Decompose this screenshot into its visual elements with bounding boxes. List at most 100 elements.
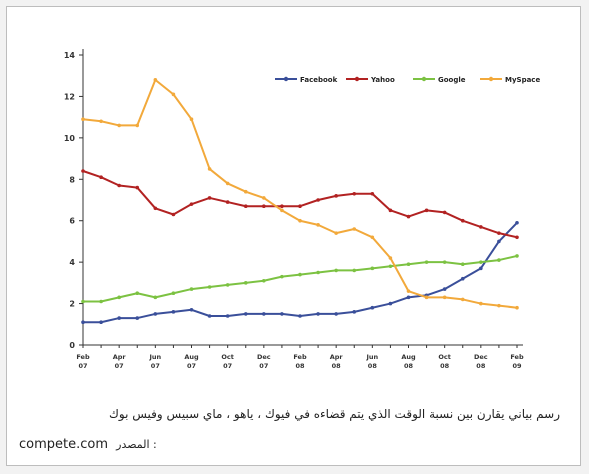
yahoo-point (280, 204, 284, 209)
facebook-point (298, 314, 302, 318)
myspace-point (460, 297, 465, 302)
x-tick-label: 07 (259, 362, 268, 370)
x-tick-label: Oct (438, 353, 451, 361)
google-line (83, 254, 518, 303)
yahoo-point (334, 194, 338, 198)
google-point (135, 291, 140, 296)
yahoo-point (117, 183, 121, 188)
yahoo-point (388, 208, 393, 213)
yahoo-point (515, 235, 519, 240)
x-tick-label: 08 (476, 362, 486, 370)
myspace-point (515, 305, 519, 310)
myspace-point (207, 167, 212, 171)
chart-ticks: 02468101214Feb07Apr07Jun07Aug07Oct07Dec0… (64, 51, 524, 370)
yahoo-point (189, 202, 194, 206)
facebook-point (207, 314, 212, 318)
myspace-point (135, 123, 140, 128)
myspace-point (370, 235, 375, 240)
facebook-point (135, 316, 140, 320)
myspace-point (497, 303, 501, 308)
facebook-point (280, 312, 284, 316)
google-legend-label: Google (438, 76, 466, 84)
x-tick-label: 08 (404, 362, 414, 370)
facebook-point (153, 312, 158, 316)
yahoo-point (479, 225, 483, 229)
facebook-point (334, 312, 338, 316)
x-tick-label: 07 (78, 362, 87, 370)
yahoo-point (370, 191, 375, 196)
myspace-point (298, 218, 302, 223)
x-tick-label: 08 (368, 362, 378, 370)
myspace-point (171, 92, 176, 97)
myspace-point (406, 289, 411, 293)
y-tick-label: 4 (69, 258, 75, 267)
myspace-point (99, 119, 103, 124)
y-tick-label: 10 (64, 134, 76, 143)
google-point (225, 283, 230, 287)
google-point (479, 260, 483, 264)
x-tick-label: 08 (295, 362, 305, 370)
google-point (406, 262, 411, 267)
google-point (81, 299, 85, 304)
facebook-point (225, 314, 230, 318)
google-point (316, 270, 320, 275)
myspace-point (189, 117, 194, 122)
yahoo-point (424, 208, 429, 213)
facebook-point (479, 266, 483, 271)
google-point (370, 266, 375, 271)
x-tick-label: 07 (115, 362, 124, 370)
google-point (99, 299, 103, 304)
yahoo-point (243, 204, 248, 209)
myspace-point (316, 223, 320, 227)
google-point (424, 260, 429, 264)
y-tick-label: 6 (69, 217, 75, 226)
myspace-point (479, 301, 483, 306)
chart-lines (81, 78, 519, 325)
x-tick-label: 09 (512, 362, 522, 370)
facebook-point (370, 305, 375, 310)
yahoo-point (460, 218, 465, 223)
facebook-point (515, 220, 519, 225)
google-point (262, 278, 266, 283)
google-point (298, 272, 302, 277)
x-tick-label: Oct (221, 353, 234, 361)
x-tick-label: Feb (293, 353, 307, 361)
google-point (334, 268, 338, 273)
myspace-point (225, 181, 230, 186)
myspace-point (153, 78, 158, 82)
myspace-point (388, 256, 393, 260)
google-point (171, 291, 176, 296)
facebook-point (243, 312, 248, 316)
yahoo-legend-label: Yahoo (370, 76, 395, 84)
facebook-legend-marker (283, 76, 289, 82)
facebook-point (497, 239, 501, 244)
google-point (442, 260, 447, 264)
myspace-legend-label: MySpace (505, 76, 540, 84)
y-tick-label: 12 (64, 92, 75, 101)
source-label: المصدر : (116, 438, 157, 451)
x-tick-label: Apr (330, 353, 344, 361)
yahoo-point (298, 204, 302, 209)
google-point (497, 258, 501, 262)
myspace-legend-marker (488, 76, 494, 82)
x-tick-label: Aug (184, 353, 199, 361)
facebook-point (316, 312, 320, 316)
facebook-point (117, 316, 121, 320)
x-tick-label: 08 (332, 362, 342, 370)
facebook-legend-label: Facebook (300, 76, 338, 84)
x-tick-label: Dec (257, 353, 271, 361)
x-tick-label: Feb (76, 353, 90, 361)
chart-legend: Facebook Yahoo Google MySpace (275, 76, 540, 84)
facebook-point (262, 312, 266, 316)
google-point (280, 274, 284, 279)
myspace-point (352, 227, 357, 231)
myspace-point (424, 295, 429, 300)
yahoo-point (497, 231, 501, 235)
google-point (352, 268, 357, 273)
x-tick-label: Dec (474, 353, 488, 361)
yahoo-point (442, 210, 447, 215)
x-tick-label: 07 (151, 362, 160, 370)
y-tick-label: 8 (69, 175, 75, 184)
google-point (460, 262, 465, 267)
yahoo-point (316, 198, 320, 202)
